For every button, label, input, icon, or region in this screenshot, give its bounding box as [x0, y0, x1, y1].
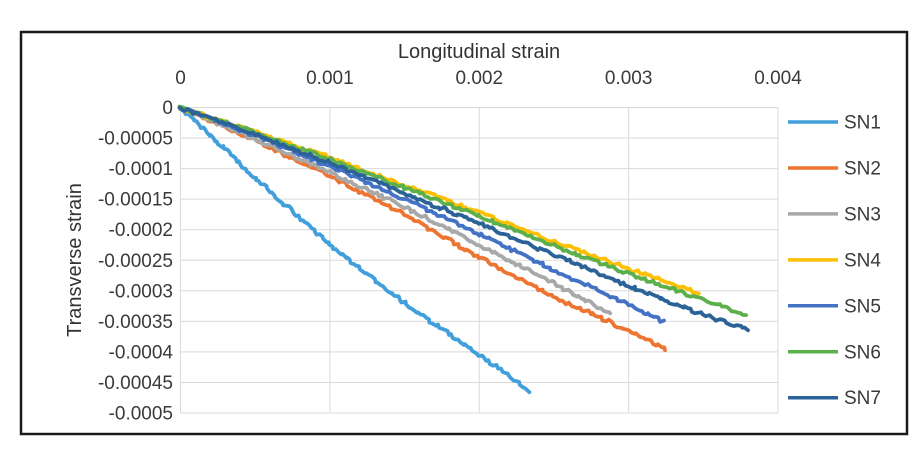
legend-label-SN5: SN5 — [844, 296, 881, 317]
legend-label-SN6: SN6 — [844, 342, 881, 363]
y-tick-label: -0.0005 — [109, 404, 173, 425]
series-line-SN3 — [177, 105, 613, 316]
series-line-SN7 — [177, 105, 750, 333]
legend-label-SN4: SN4 — [844, 250, 881, 271]
legend: SN1 SN2 SN3 SN4 SN5 SN6 SN7 — [788, 113, 881, 409]
x-tick-label: 0.002 — [455, 68, 503, 89]
legend-item-SN4: SN4 — [788, 250, 881, 271]
legend-item-SN3: SN3 — [788, 204, 881, 225]
legend-item-SN2: SN2 — [788, 158, 881, 179]
y-tick-label: 0 — [162, 98, 173, 119]
legend-item-SN1: SN1 — [788, 113, 881, 134]
x-tick-label: 0.003 — [605, 68, 653, 89]
legend-item-SN6: SN6 — [788, 342, 881, 363]
y-tick-label: -0.0004 — [109, 342, 174, 363]
gridlines — [180, 107, 779, 414]
legend-item-SN5: SN5 — [788, 296, 881, 317]
y-axis-title: Transverse strain — [64, 183, 86, 337]
y-axis-tick-labels: 0 -0.00005 -0.0001 -0.00015 -0.0002 -0.00025 -… — [98, 98, 173, 425]
figure-border — [19, 30, 909, 436]
x-axis-title: Longitudinal strain — [398, 41, 560, 63]
y-tick-label: -0.0003 — [109, 281, 173, 302]
x-tick-label: 0.001 — [306, 68, 354, 89]
x-tick-label: 0.004 — [754, 68, 802, 89]
legend-label-SN1: SN1 — [844, 113, 881, 134]
y-tick-label: -0.0002 — [109, 220, 173, 241]
legend-item-SN7: SN7 — [788, 388, 881, 409]
y-tick-label: -0.00035 — [98, 312, 173, 333]
legend-label-SN2: SN2 — [844, 158, 881, 179]
x-tick-label: 0 — [175, 68, 186, 89]
data-series — [177, 104, 750, 395]
y-tick-label: -0.00005 — [98, 129, 173, 150]
legend-label-SN7: SN7 — [844, 388, 881, 409]
y-tick-label: -0.0001 — [109, 159, 173, 180]
y-tick-label: -0.00015 — [98, 190, 173, 211]
series-line-SN1 — [177, 106, 532, 395]
x-axis-tick-labels: 0 0.001 0.002 0.003 0.004 — [175, 68, 802, 89]
legend-label-SN3: SN3 — [844, 204, 881, 225]
y-tick-label: -0.00045 — [98, 373, 173, 394]
y-tick-label: -0.00025 — [98, 251, 173, 272]
